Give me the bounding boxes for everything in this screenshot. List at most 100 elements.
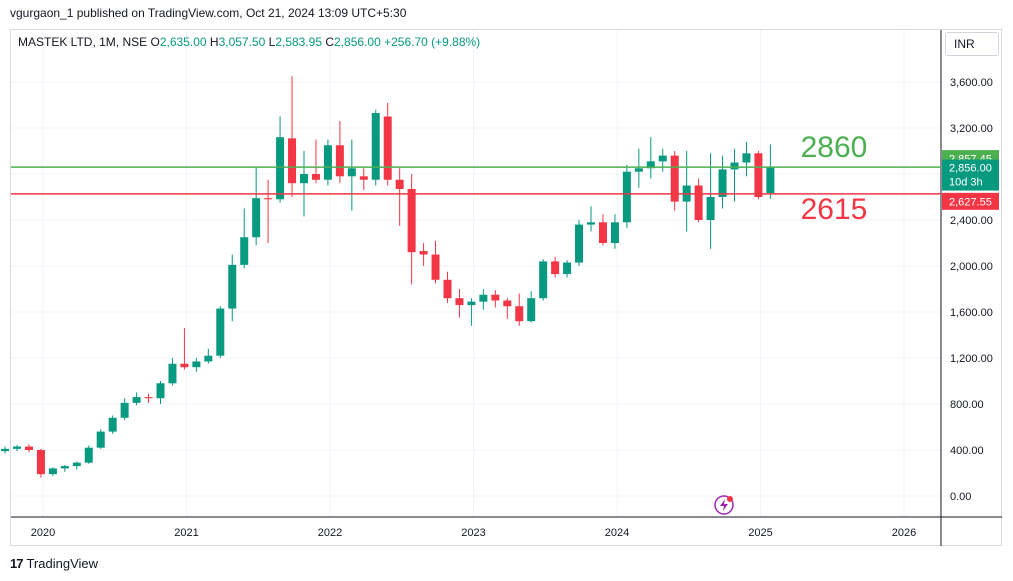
bar-countdown-label: 10d 3h [949,177,983,189]
low-label: L [268,35,276,49]
candle-body [395,179,404,189]
candle-body [587,222,595,225]
candle-body [192,361,201,368]
candle-body [718,169,727,197]
candle-body [730,162,739,170]
y-tick-label: 2,400.00 [950,215,993,227]
close-value: 2,856.00 [334,35,381,49]
candle-body [479,294,488,302]
candle-body [276,137,285,200]
candle-body [575,224,584,263]
symbol-name: MASTEK LTD, 1M, NSE [18,35,148,49]
candle-body [443,279,452,299]
x-tick-label: 2021 [174,527,198,539]
candle-body [156,383,165,399]
change-value: +256.70 (+9.88%) [384,35,481,49]
candle-body [84,447,93,463]
candle-body [180,363,189,368]
open-value: 2,635.00 [159,35,207,49]
open-label: O [150,35,160,49]
high-value: 3,057.50 [218,35,266,49]
high-label: H [209,35,219,49]
x-tick-label: 2024 [605,527,629,539]
candle-body [216,308,225,356]
x-tick-label: 2020 [31,527,55,539]
tradingview-logo-icon: 17 [10,556,24,571]
candle-body [132,397,141,403]
candle-body [754,153,763,197]
candle-body [288,138,297,184]
last-price-tag [942,159,999,191]
candle-body [527,298,536,322]
candle-body [407,188,416,253]
y-tick-label: 400.00 [950,445,984,457]
candle-body [634,168,643,172]
level-price-tag-2615 [942,192,999,210]
level-text-2615: 2615 [801,193,868,226]
candle-body [240,237,249,265]
candle-body [72,462,81,467]
x-tick-label: 2022 [318,527,342,539]
symbol-legend: MASTEK LTD, 1M, NSE O2,635.00 H3,057.50 … [18,35,480,49]
candle-body [335,145,344,177]
level-price-label-2615: 2,627.55 [949,196,992,208]
y-tick-label: 3,200.00 [950,123,993,135]
chart-frame [10,29,1002,546]
close-label: C [325,35,335,49]
candle-body [515,306,524,322]
candle-body [658,155,667,162]
y-tick-label: 1,200.00 [950,353,993,365]
candle-body [204,355,213,362]
candle-body [622,171,631,223]
y-tick-label: 1,600.00 [950,307,993,319]
candle-body [108,417,117,432]
candle-body [419,251,428,255]
candle-body [610,222,619,243]
candle-body [24,446,33,450]
x-tick-label: 2026 [892,527,916,539]
candle-body [766,167,775,193]
candle-body [323,145,332,180]
last-price-label: 2,856.00 [949,163,992,175]
candle-body [1,448,10,452]
candle-body [467,301,476,306]
currency-button[interactable]: INR [945,32,999,56]
flash-alert-icon[interactable] [713,494,735,516]
candle-body [228,264,237,309]
candle-body [503,300,512,307]
published-line: vgurgaon_1 published on TradingView.com,… [10,6,407,20]
candle-body [694,185,703,220]
candle-body [563,262,572,275]
low-value: 2,583.95 [275,35,323,49]
candle-body [455,298,464,306]
candle-body [706,197,715,220]
y-tick-label: 0.00 [950,491,971,503]
candle-body [359,176,368,180]
candle-body [48,468,57,475]
candle-body [60,466,69,469]
y-tick-label: 2,000.00 [950,261,993,273]
footer-brand-text: TradingView [26,556,99,571]
candle-body [347,168,356,177]
candle-body [13,446,21,449]
candle-body [252,198,261,238]
candle-body [539,261,548,299]
y-tick-label: 3,600.00 [950,77,993,89]
candle-body [742,153,751,163]
candle-body [431,254,440,280]
x-tick-label: 2025 [748,527,772,539]
y-tick-label: 800.00 [950,399,984,411]
candle-body [371,113,380,180]
candle-body [96,431,105,448]
candle-body [491,294,500,301]
candle-body [311,174,320,180]
candle-body [646,161,655,169]
candle-body [598,222,607,243]
candle-body [264,198,273,200]
candle-body [168,363,177,384]
level-text-2860: 2860 [801,131,868,164]
candle-body [120,402,129,418]
candle-body [383,116,392,180]
candle-body [300,174,308,184]
